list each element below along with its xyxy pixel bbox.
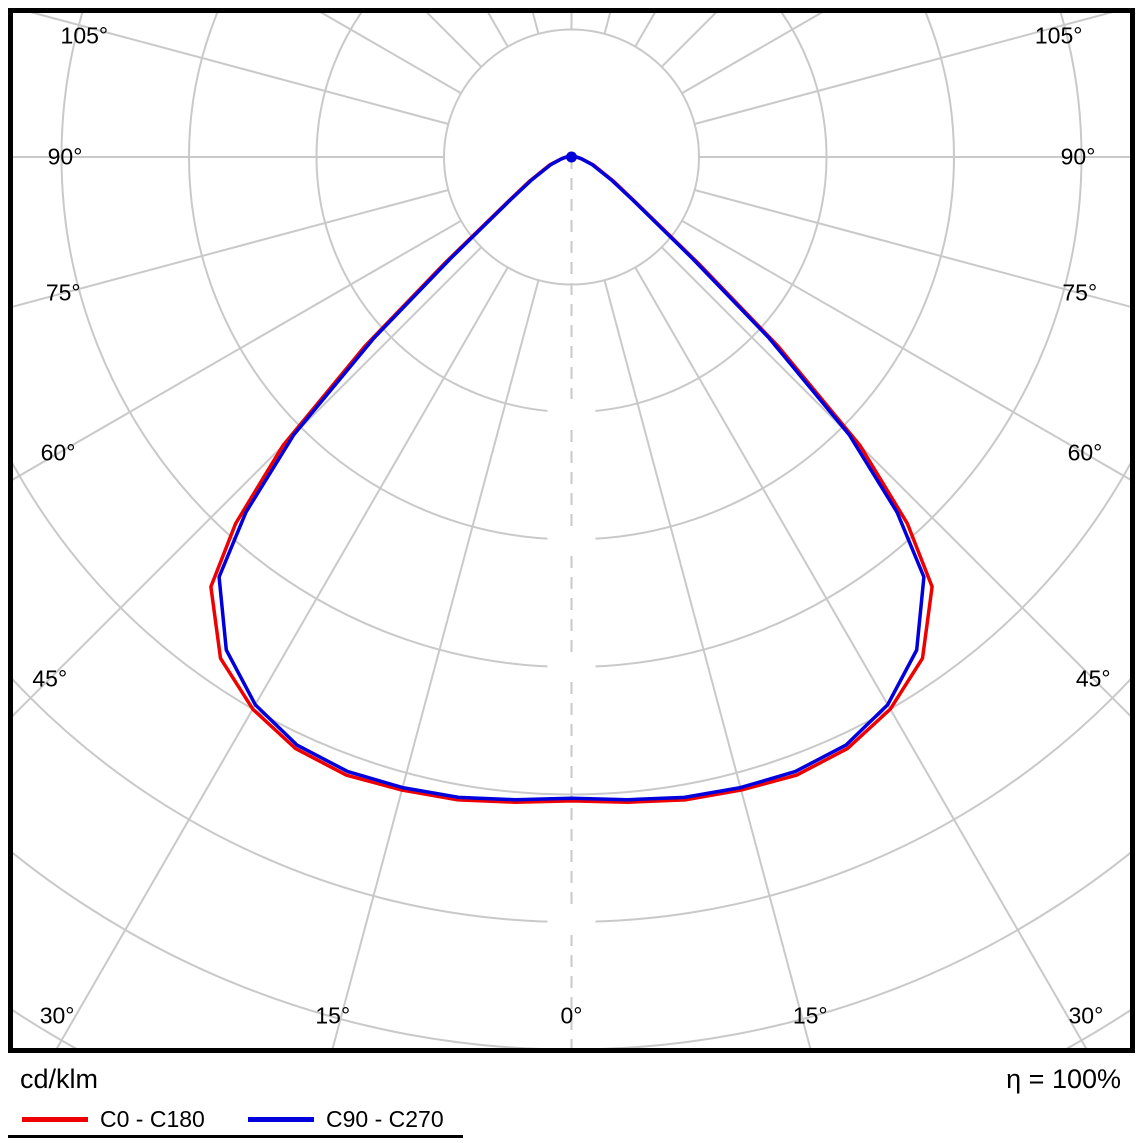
efficiency-label: η = 100% — [1006, 1064, 1121, 1094]
legend-item-c0-c180: C0 - C180 — [22, 1106, 205, 1133]
ring-label-patch — [547, 399, 596, 425]
legend-label-c90-c270: C90 - C270 — [326, 1106, 444, 1132]
curve-c90-c270 — [217, 155, 926, 802]
origin-dot — [566, 151, 577, 163]
polar-chart — [8, 8, 1135, 1053]
plot-border — [8, 8, 1135, 1053]
ring-label-patch — [547, 909, 596, 935]
legend-underline — [8, 1135, 463, 1138]
legend-swatch-c0-c180 — [22, 1117, 88, 1122]
unit-label: cd/klm — [20, 1064, 99, 1094]
ring-label-patch — [547, 526, 596, 553]
polar-grid — [13, 13, 1130, 1048]
legend-swatch-c90-c270 — [248, 1117, 314, 1122]
legend: C0 - C180 C90 - C270 — [0, 1106, 1143, 1136]
legend-item-c90-c270: C90 - C270 — [248, 1106, 444, 1133]
ring-label-patch — [547, 654, 596, 680]
legend-label-c0-c180: C0 - C180 — [100, 1106, 205, 1132]
